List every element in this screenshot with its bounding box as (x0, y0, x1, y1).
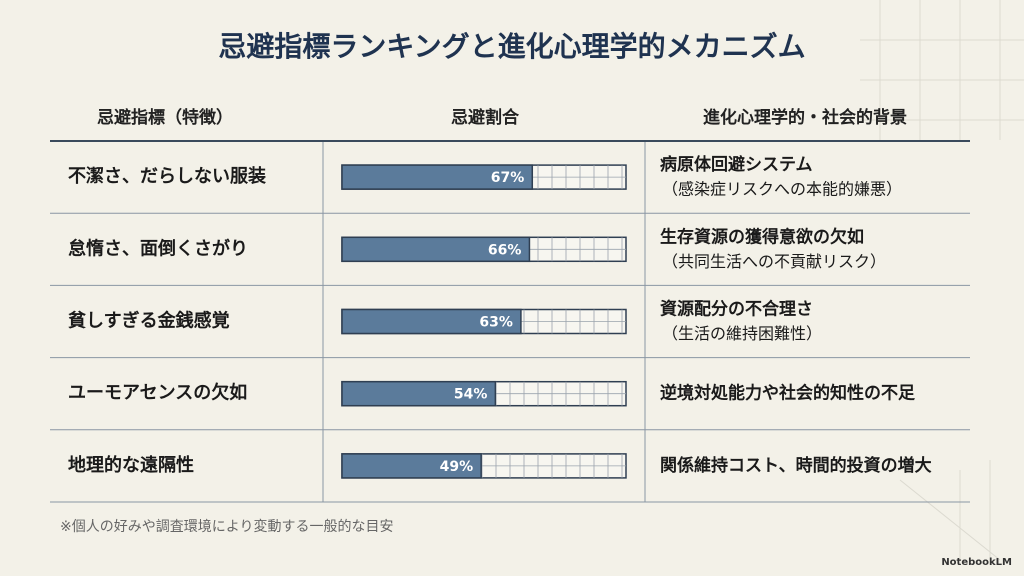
decor-grid (860, 0, 1024, 561)
background-text: 逆境対処能力や社会的知性の不足 (660, 383, 915, 404)
bar-value-label: 66% (488, 242, 522, 258)
row-label: 怠惰さ、面倒くさがり (68, 237, 248, 259)
bar-value-label: 63% (479, 315, 513, 331)
row-label: 貧しすぎる金銭感覚 (68, 310, 230, 332)
row-label: 不潔さ、だらしない服装 (68, 165, 266, 187)
background-text: 関係維持コスト、時間的投資の増大 (660, 455, 932, 476)
footnote: ※個人の好みや調査環境により変動する一般的な目安 (60, 518, 393, 535)
background-text: （共同生活への不貢献リスク） (662, 252, 886, 271)
column-header: 進化心理学的・社会的背景 (703, 107, 907, 128)
row-label: 地理的な遠隔性 (68, 454, 194, 476)
bar (341, 164, 534, 190)
bar-value-label: 67% (491, 170, 525, 186)
background-text: （生活の維持困難性） (662, 324, 822, 343)
background-text: 生存資源の獲得意欲の欠如 (660, 226, 864, 247)
background-text: 資源配分の不合理さ (660, 299, 813, 320)
background-text: 病原体回避システム (660, 154, 813, 175)
row-label: ユーモアセンスの欠如 (68, 382, 247, 404)
brand: NotebookLM (941, 557, 1012, 568)
bar (341, 453, 482, 479)
column-header: 忌避指標（特徴） (97, 107, 233, 128)
column-header: 忌避割合 (451, 107, 520, 128)
bar (341, 380, 497, 407)
bar (341, 308, 522, 335)
title: 忌避指標ランキングと進化心理学的メカニズム (218, 30, 805, 63)
bar-value-label: 49% (440, 459, 474, 475)
bar (341, 236, 531, 263)
bar-value-label: 54% (454, 387, 488, 403)
background-text: （感染症リスクへの本能的嫌悪） (662, 180, 902, 199)
